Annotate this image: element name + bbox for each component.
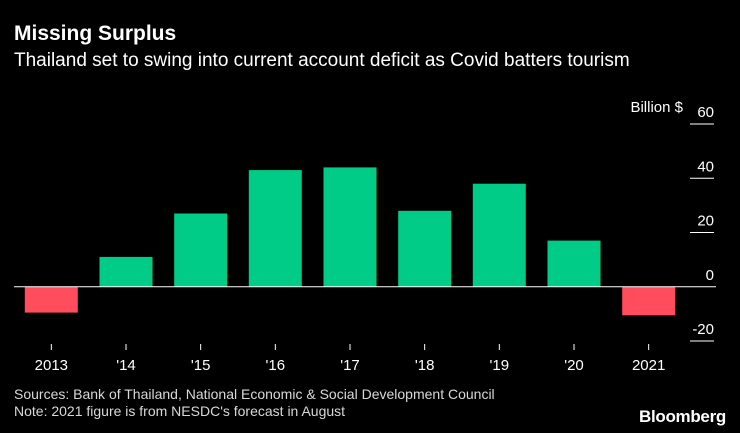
x-tick-label: '16 [266, 357, 286, 374]
y-tick-label: -20 [692, 321, 714, 338]
y-axis-unit-label: Billion $ [630, 99, 683, 116]
x-tick-label: '19 [490, 357, 510, 374]
x-tick-label: '20 [564, 357, 584, 374]
bar-15 [174, 213, 228, 287]
bar-2013 [24, 286, 78, 313]
x-tick-label: '18 [415, 357, 435, 374]
bar-2021 [622, 286, 676, 316]
source-note: Sources: Bank of Thailand, National Econ… [14, 386, 495, 402]
chart-subtitle: Thailand set to swing into current accou… [14, 50, 630, 71]
forecast-note: Note: 2021 figure is from NESDC's foreca… [14, 403, 346, 419]
x-tick-label: '14 [116, 357, 136, 374]
bar-20 [547, 240, 601, 287]
chart-title: Missing Surplus [14, 22, 177, 45]
bar-19 [472, 183, 526, 287]
bar-18 [398, 210, 452, 287]
x-tick-label: '15 [191, 357, 211, 374]
bar-chart: Billion $ 2013'14'15'16'17'18'19'20 2021 … [14, 99, 716, 374]
bar-14 [99, 256, 153, 287]
y-tick-label: 60 [697, 104, 714, 121]
x-tick-label: '17 [340, 357, 360, 374]
y-tick-label: 40 [697, 158, 714, 175]
y-tick-label: 0 [706, 267, 714, 284]
x-tick-label: 2021 [632, 357, 665, 374]
y-axis: 60 40 20 0 -20 [14, 104, 716, 342]
bar-17 [323, 167, 377, 287]
y-tick-label: 20 [697, 213, 714, 230]
bars-group [24, 167, 676, 316]
x-tick-label: 2013 [35, 357, 68, 374]
x-axis-labels: 2013 '14 '15 '16 '17 '18 '19 '20 2021 [35, 344, 665, 374]
bloomberg-logo: Bloomberg [638, 407, 726, 426]
bar-16 [248, 170, 302, 287]
